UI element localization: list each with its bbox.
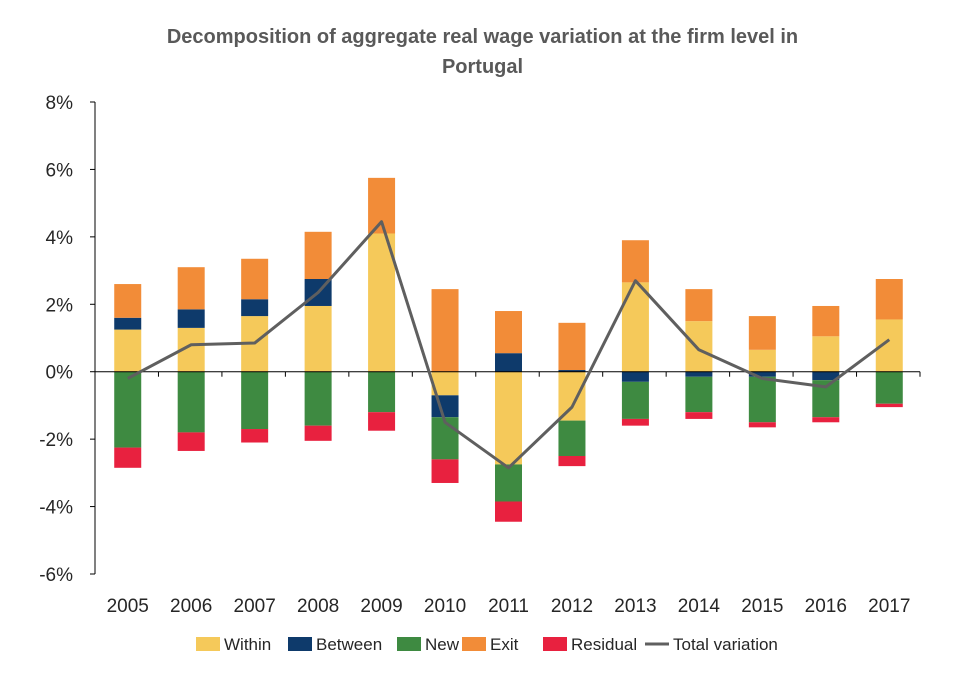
legend-swatch-exit (462, 637, 486, 651)
y-tick-label: 6% (46, 160, 74, 181)
bar-between-2016 (812, 371, 840, 381)
x-tick-label: 2016 (805, 596, 847, 617)
bar-new-2008 (304, 371, 332, 426)
bar-exit-2011 (495, 311, 522, 354)
bar-within-2010 (431, 371, 459, 396)
y-tick-label: 0% (46, 363, 74, 384)
bar-new-2006 (177, 371, 205, 433)
bar-new-2005 (114, 371, 142, 448)
bar-new-2015 (748, 376, 776, 423)
bar-between-2011 (495, 353, 522, 372)
bar-exit-2013 (621, 240, 649, 283)
bar-exit-2010 (431, 289, 459, 372)
bar-within-2013 (621, 282, 649, 372)
y-tick-label: -6% (39, 565, 73, 586)
bar-exit-2015 (748, 316, 776, 350)
bar-residual-2014 (685, 412, 713, 419)
x-axis-labels: 2005 2006 2007 2008 2009 2010 2011 2012 2013 2014… (107, 596, 911, 617)
legend-label-within: Within (224, 635, 271, 654)
bar-between-2007 (241, 299, 269, 317)
bar-exit-2014 (685, 289, 713, 322)
y-tick-label: 4% (46, 228, 74, 249)
bar-within-2009 (368, 233, 396, 372)
bar-between-2012 (558, 370, 586, 372)
legend-label-total-variation: Total variation (673, 635, 778, 654)
bar-residual-2010 (431, 459, 459, 483)
bar-within-2016 (812, 336, 840, 372)
bar-between-2014 (685, 371, 713, 377)
y-axis: -6% -4% -2% 0% 2% 4% 6% 8% (39, 93, 96, 586)
bar-residual-2005 (114, 447, 142, 468)
bars (114, 177, 903, 522)
bar-exit-2012 (558, 322, 586, 371)
bar-residual-2016 (812, 417, 840, 423)
chart-title-line-1: Decomposition of aggregate real wage var… (166, 26, 799, 48)
bar-within-2011 (495, 371, 522, 465)
bar-exit-2006 (177, 267, 205, 310)
bar-residual-2006 (177, 432, 205, 451)
bar-new-2014 (685, 376, 713, 413)
legend-swatch-new (397, 637, 421, 651)
bar-residual-2009 (368, 412, 396, 431)
x-tick-label: 2011 (488, 596, 529, 617)
bar-within-2015 (748, 349, 776, 372)
bar-new-2009 (368, 371, 396, 413)
bar-exit-2008 (304, 231, 332, 279)
x-tick-label: 2014 (678, 596, 721, 617)
bar-between-2005 (114, 317, 142, 330)
x-tick-label: 2017 (868, 596, 910, 617)
bar-residual-2008 (304, 425, 332, 441)
bar-between-2010 (431, 395, 459, 418)
bar-exit-2017 (875, 279, 903, 320)
bar-between-2013 (621, 371, 649, 382)
legend-label-new: New (425, 635, 460, 654)
bar-new-2011 (495, 464, 522, 502)
x-tick-label: 2015 (741, 596, 783, 617)
x-tick-label: 2012 (551, 596, 593, 617)
bar-residual-2015 (748, 422, 776, 428)
x-tick-label: 2005 (107, 596, 149, 617)
bar-residual-2011 (495, 501, 522, 522)
bar-new-2013 (621, 381, 649, 419)
bar-exit-2007 (241, 258, 269, 300)
bar-exit-2005 (114, 284, 142, 318)
legend: Within Between New Exit Residual Total variat… (196, 635, 778, 654)
y-tick-label: -2% (39, 430, 73, 451)
y-tick-label: -4% (39, 498, 73, 519)
x-tick-label: 2013 (614, 596, 656, 617)
total-variation-line (127, 220, 891, 470)
bar-residual-2012 (558, 456, 586, 467)
y-tick-label: 2% (46, 295, 74, 316)
legend-label-residual: Residual (571, 635, 637, 654)
y-tick-label: 8% (46, 93, 74, 114)
bar-within-2005 (114, 329, 142, 372)
x-tick-label: 2009 (360, 596, 402, 617)
bar-exit-2016 (812, 305, 840, 337)
bar-residual-2017 (875, 403, 903, 408)
bar-between-2006 (177, 309, 205, 328)
bar-within-2012 (558, 371, 586, 421)
legend-swatch-between (288, 637, 312, 651)
bar-between-2015 (748, 371, 776, 377)
x-tick-label: 2006 (170, 596, 212, 617)
chart-title-line-2: Portugal (441, 56, 524, 78)
bar-residual-2013 (621, 418, 649, 426)
bar-new-2007 (241, 371, 269, 430)
x-tick-label: 2010 (424, 596, 466, 617)
bar-new-2017 (875, 371, 903, 404)
bar-new-2012 (558, 420, 586, 456)
bar-new-2010 (431, 417, 459, 460)
x-tick-label: 2008 (297, 596, 339, 617)
bar-within-2014 (685, 321, 713, 372)
legend-label-between: Between (316, 635, 382, 654)
legend-swatch-within (196, 637, 220, 651)
bar-residual-2007 (241, 429, 269, 443)
legend-swatch-residual (543, 637, 567, 651)
x-tick-label: 2007 (234, 596, 276, 617)
x-axis (94, 371, 921, 377)
legend-label-exit: Exit (490, 635, 519, 654)
bar-within-2008 (304, 305, 332, 372)
chart-title: Decomposition of aggregate real wage var… (0, 22, 965, 82)
